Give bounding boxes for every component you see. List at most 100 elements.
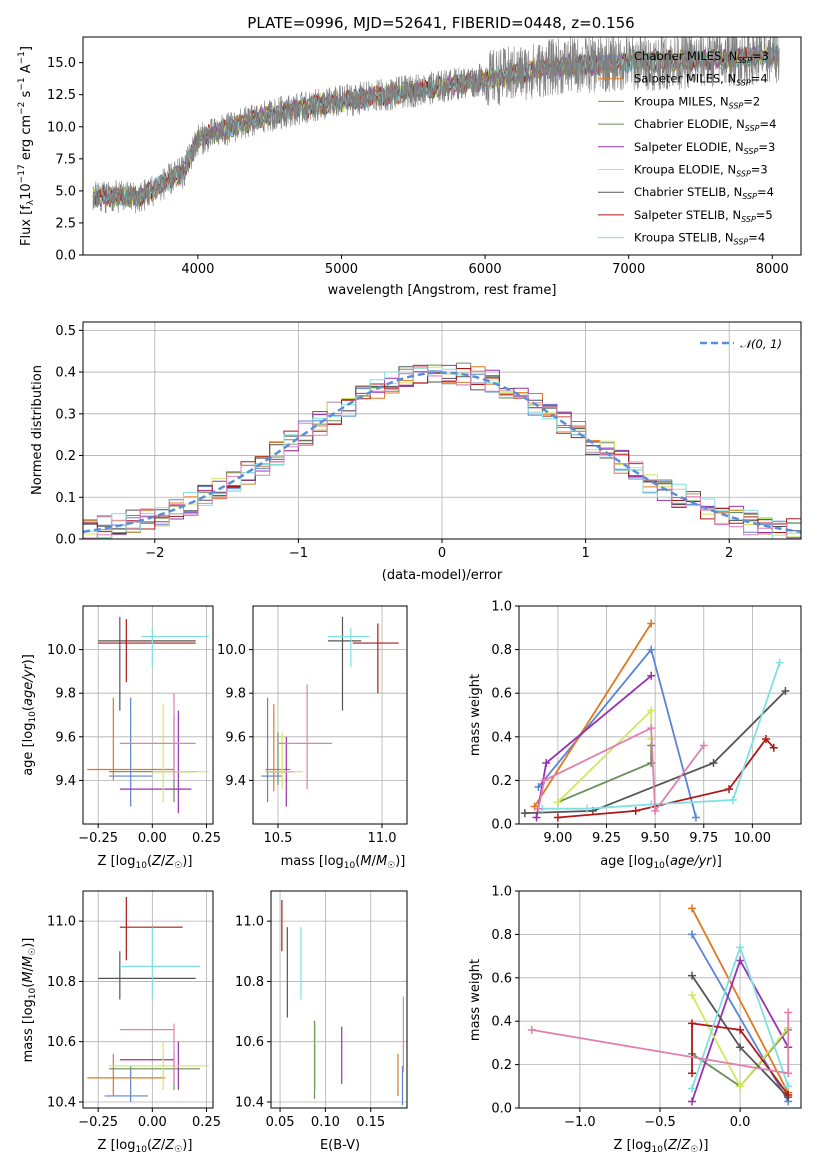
x-tick-label: 6000 — [469, 262, 502, 277]
y-tick-label: 0.4 — [55, 366, 76, 381]
legend-entry-label: Kroupa STELIB, NSSP=4 — [634, 231, 765, 247]
histogram-series-step — [83, 366, 801, 539]
y-tick-label: 0.8 — [491, 928, 512, 943]
spectrum-y-ticks: 0.0 2.5 5.0 7.5 10.0 12.5 15.0 — [47, 56, 83, 264]
x-tick-label: 0.15 — [356, 1115, 385, 1130]
y-tick-label: 0.6 — [491, 971, 512, 986]
mass-weight-marker — [532, 813, 541, 822]
x-tick-label: 9.50 — [641, 831, 670, 846]
age-vs-mass-y-ticks: 9.4 9.6 9.8 10.0 — [217, 643, 253, 789]
y-tick-label: 0.2 — [491, 774, 512, 789]
mass-vs-z-x-ticks: −0.25 0.00 0.25 — [78, 1108, 221, 1130]
mass-vs-ebv-grid — [271, 891, 407, 1108]
age-vs-z-panel: −0.25 0.00 0.25 9.4 9.6 9.8 10.0 Z [log10(Z/Z… — [21, 605, 221, 871]
x-tick-label: 0.25 — [192, 831, 221, 846]
weight-vs-age-lines — [520, 619, 790, 822]
spectrum-x-ticks: 4000 5000 6000 7000 8000 — [181, 255, 789, 277]
y-tick-label: 9.6 — [55, 730, 76, 745]
mass-weight-marker — [775, 658, 784, 667]
y-tick-label: 7.5 — [55, 152, 76, 167]
mass-weight-line — [691, 907, 789, 1094]
mass-vs-z-grid — [83, 891, 213, 1108]
weight-vs-z-lines — [527, 904, 793, 1106]
mass-weight-marker — [736, 1043, 745, 1052]
mass-weight-marker — [540, 776, 549, 785]
x-tick-label: 11.0 — [368, 831, 397, 846]
mass-vs-ebv-panel: 0.05 0.10 0.15 10.4 10.6 10.8 11.0 E(B-V) — [235, 890, 408, 1153]
histogram-y-ticks: 0.0 0.1 0.2 0.3 0.4 0.5 — [55, 324, 83, 548]
mass-vs-ebv-frame — [270, 890, 408, 1109]
weight-vs-z-y-ticks: 0.0 0.2 0.4 0.6 0.8 1.0 — [491, 885, 519, 1117]
age-vs-mass-frame — [252, 605, 408, 825]
y-tick-label: 0.0 — [491, 1102, 512, 1117]
y-tick-label: 5.0 — [55, 184, 76, 199]
x-tick-label: 0.00 — [138, 831, 167, 846]
mass-weight-marker — [688, 1097, 697, 1106]
mass-vs-ebv-errorbars — [281, 900, 404, 1105]
x-tick-label: 0.10 — [311, 1115, 340, 1130]
y-tick-label: 0.2 — [55, 449, 76, 464]
mass-weight-marker — [688, 930, 697, 939]
legend-entry-label: Salpeter STELIB, NSSP=5 — [634, 208, 773, 224]
age-vs-mass-grid — [253, 606, 407, 824]
weight-vs-age-grid — [519, 605, 801, 825]
histogram-panel: −2 −1 0 1 2 0.0 0.1 0.2 0.3 0.4 0.5 (data-model)/… — [30, 321, 802, 583]
x-tick-label: −1.0 — [564, 1115, 596, 1130]
histogram-grid — [83, 322, 801, 540]
mass-weight-marker — [688, 1084, 697, 1093]
age-vs-mass-x-ticks: 10.5 11.0 — [263, 824, 397, 846]
x-tick-label: −0.25 — [78, 1115, 118, 1130]
mass-weight-marker — [688, 971, 697, 980]
y-tick-label: 9.8 — [225, 687, 246, 702]
mass-weight-marker — [527, 1025, 536, 1034]
mass-weight-marker — [781, 687, 790, 696]
histogram-plot-area — [83, 362, 801, 539]
y-tick-label: 1.0 — [491, 885, 512, 900]
legend-entry-label: Chabrier STELIB, NSSP=4 — [634, 185, 774, 201]
x-tick-label: −0.5 — [644, 1115, 676, 1130]
mass-weight-marker — [647, 706, 656, 715]
mass-weight-marker — [583, 804, 592, 813]
mass-weight-marker — [647, 758, 656, 767]
x-tick-label: 8000 — [756, 262, 789, 277]
weight-vs-z-y-label: mass weight — [468, 959, 483, 1041]
mass-vs-ebv-x-ticks: 0.05 0.10 0.15 — [266, 1108, 385, 1130]
x-tick-label: 10.5 — [263, 831, 292, 846]
weight-vs-age-panel: 9.00 9.25 9.50 9.75 10.00 0.0 0.2 0.4 0.6 0.8 1.0… — [468, 600, 802, 871]
legend-entry-label: Salpeter ELODIE, NSSP=3 — [634, 140, 775, 156]
normal-curve-legend-label: 𝒩(0, 1) — [740, 337, 782, 351]
mass-vs-z-y-label: mass [log10(M/M☉)] — [21, 938, 38, 1063]
age-vs-z-errorbars — [87, 616, 209, 814]
y-tick-label: 10.6 — [47, 1035, 76, 1050]
weight-vs-age-y-label: mass weight — [468, 674, 483, 756]
y-tick-label: 10.0 — [47, 120, 76, 135]
x-tick-label: 9.25 — [592, 831, 621, 846]
y-tick-label: 0.0 — [55, 249, 76, 264]
weight-vs-age-frame — [518, 605, 802, 825]
x-tick-label: 0.05 — [266, 1115, 295, 1130]
mass-weight-line — [533, 622, 652, 808]
x-tick-label: 0.00 — [138, 1115, 167, 1130]
y-tick-label: 0.0 — [491, 818, 512, 833]
mass-weight-marker — [736, 956, 745, 965]
mass-weight-marker — [688, 991, 697, 1000]
mass-weight-marker — [736, 1025, 745, 1034]
age-vs-z-x-label: Z [log10(Z/Z☉)] — [98, 854, 193, 871]
legend-entry-label: Chabrier ELODIE, NSSP=4 — [634, 117, 776, 133]
x-tick-label: 0 — [438, 546, 446, 561]
mass-weight-marker — [542, 758, 551, 767]
mass-weight-marker — [699, 741, 708, 750]
weight-vs-age-x-ticks: 9.00 9.25 9.50 9.75 10.00 — [543, 824, 771, 846]
mass-weight-marker — [736, 1082, 745, 1091]
y-tick-label: 10.4 — [47, 1095, 76, 1110]
y-tick-label: 15.0 — [47, 56, 76, 71]
legend-entry-label: Kroupa ELODIE, NSSP=3 — [634, 163, 768, 179]
mass-weight-marker — [691, 813, 700, 822]
y-tick-label: 12.5 — [47, 88, 76, 103]
age-vs-z-y-ticks: 9.4 9.6 9.8 10.0 — [47, 643, 83, 789]
y-tick-label: 9.6 — [225, 730, 246, 745]
mass-weight-marker — [520, 809, 529, 818]
mass-weight-marker — [784, 1008, 793, 1017]
